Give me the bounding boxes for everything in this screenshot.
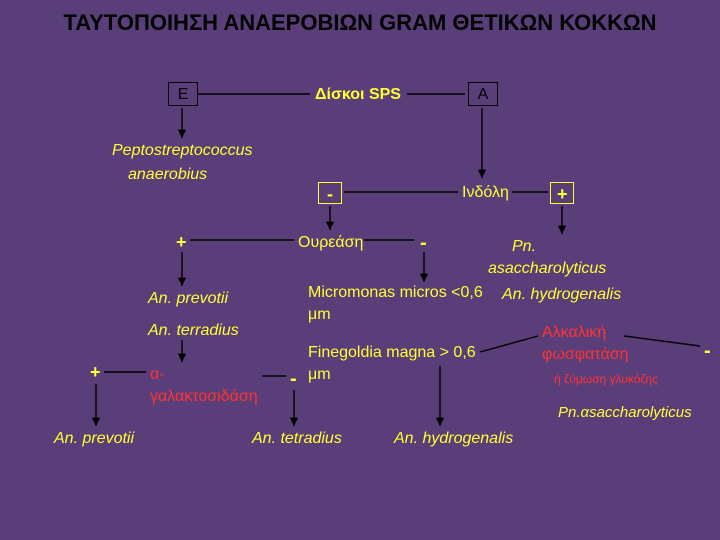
label-minus2: - xyxy=(420,232,427,255)
label-pepto: Peptostreptococcus xyxy=(112,142,253,160)
label-anprev2: An. prevotii xyxy=(54,430,134,448)
label-plus2: + xyxy=(176,232,187,253)
label-pnasac: Pn.αsaccharolyticus xyxy=(558,404,692,421)
label-minus3: - xyxy=(704,340,711,363)
box-minus: - xyxy=(318,182,342,204)
label-anhydr2: An. hydrogenalis xyxy=(394,430,513,448)
label-anprev: An. prevotii xyxy=(148,290,228,308)
diagram-title: ΤΑΥΤΟΠΟΙΗΣΗ ΑΝΑΕΡΟΒΙΩΝ GRAM ΘΕΤΙΚΩΝ ΚΟΚΚ… xyxy=(50,10,670,36)
label-plus3: + xyxy=(90,362,101,383)
label-sps: Δίσκοι SPS xyxy=(315,86,401,104)
label-agal2: γαλακτοσιδάση xyxy=(150,388,258,406)
label-agal1: α- xyxy=(150,366,165,384)
label-antetr: An. tetradius xyxy=(252,430,342,448)
label-zymosi: ή ζύμωση γλυκόζης xyxy=(554,372,658,386)
label-alk1: Αλκαλική xyxy=(542,324,606,342)
box-plus: + xyxy=(550,182,574,204)
label-alk2: φωσφατάση xyxy=(542,346,628,364)
connector-18 xyxy=(624,336,700,346)
label-fineg2: μm xyxy=(308,366,331,384)
label-asac: asaccharolyticus xyxy=(488,260,606,278)
label-anterr: An. terradius xyxy=(148,322,239,340)
label-anaer: anaerobius xyxy=(128,166,207,184)
label-indoli: Ινδόλη xyxy=(462,184,509,202)
label-fineg1: Finegoldia magna > 0,6 xyxy=(308,344,476,362)
connector-19 xyxy=(480,336,538,352)
label-anhydr: An. hydrogenalis xyxy=(502,286,621,304)
label-oureasi: Ουρεάση xyxy=(298,234,363,252)
label-minus4: - xyxy=(290,368,297,391)
arrow-layer xyxy=(0,0,720,540)
label-micro2: μm xyxy=(308,306,331,324)
box-A: Α xyxy=(468,82,498,106)
box-E: Ε xyxy=(168,82,198,106)
label-micro1: Micromonas micros <0,6 xyxy=(308,284,483,302)
label-pn: Pn. xyxy=(512,238,536,256)
